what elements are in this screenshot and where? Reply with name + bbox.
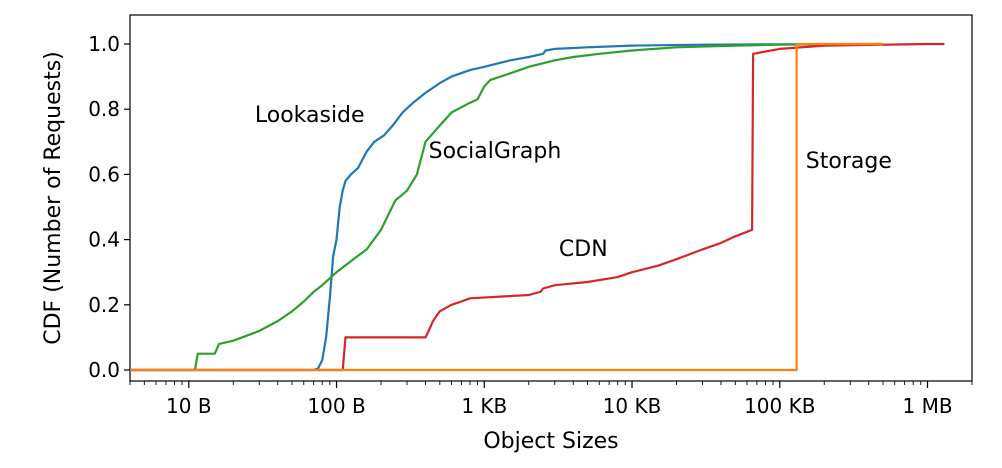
y-tick-label: 0.4 [88, 228, 120, 252]
x-axis-label: Object Sizes [483, 429, 618, 454]
series-annotation-storage: Storage [806, 149, 892, 174]
series-line-lookaside [130, 42, 884, 372]
y-axis: 0.0 0.2 0.4 0.6 0.8 1.0 [88, 32, 130, 382]
series-annotation-lookaside: Lookaside [255, 103, 365, 128]
y-axis-label: CDF (Number of Requests) [41, 51, 66, 345]
x-tick-label: 100 B [307, 394, 365, 418]
x-axis: 10 B 100 B 1 KB 10 KB 100 KB 1 MB [129, 381, 973, 418]
y-tick-label: 0.6 [88, 162, 120, 186]
x-tick-label: 10 B [166, 394, 212, 418]
y-tick-label: 0.0 [88, 358, 120, 382]
x-tick-label: 10 KB [603, 394, 662, 418]
series-annotation-socialgraph: SocialGraph [429, 139, 562, 164]
series-line-socialgraph [130, 42, 884, 372]
series-line-storage [130, 42, 883, 372]
annotation-layer: Lookaside SocialGraph CDN Storage [255, 103, 892, 262]
plot-frame [129, 14, 973, 382]
series-line-cdn [130, 42, 945, 372]
x-tick-label: 1 KB [461, 394, 507, 418]
y-tick-label: 0.2 [88, 293, 120, 317]
y-tick-label: 1.0 [88, 32, 120, 56]
x-tick-label: 1 MB [902, 394, 952, 418]
series-layer [130, 42, 945, 372]
y-tick-label: 0.8 [88, 97, 120, 121]
plot-area: Lookaside SocialGraph CDN Storage [129, 14, 973, 382]
series-annotation-cdn: CDN [559, 237, 608, 262]
x-tick-label: 100 KB [744, 394, 815, 418]
